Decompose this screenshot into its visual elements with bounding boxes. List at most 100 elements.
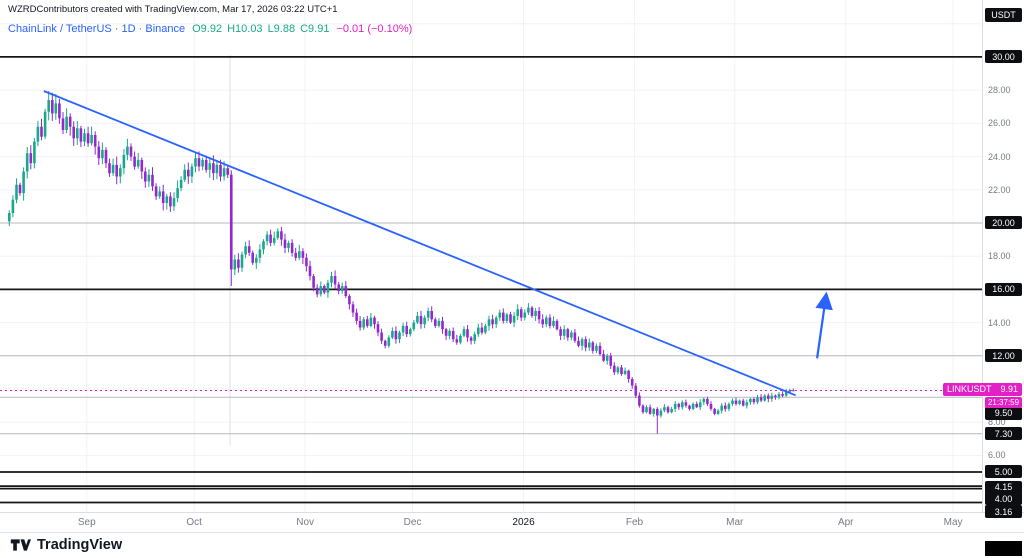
candle bbox=[469, 336, 473, 345]
price-level-badge-30.00: 30.00 bbox=[985, 50, 1022, 64]
candle bbox=[566, 327, 570, 341]
candle bbox=[673, 401, 677, 412]
candle bbox=[759, 394, 763, 403]
candle bbox=[387, 335, 391, 348]
candle bbox=[8, 210, 11, 227]
candle bbox=[656, 407, 659, 434]
candle bbox=[262, 239, 265, 255]
price-axis[interactable]: USDT 28.00 26.00 24.00 22.00 18.00 14.00 8.00 6… bbox=[982, 0, 1024, 519]
candle bbox=[688, 404, 691, 411]
candle bbox=[767, 393, 770, 403]
candle bbox=[552, 316, 555, 328]
candle bbox=[337, 282, 340, 295]
candle bbox=[530, 305, 534, 318]
candle bbox=[47, 91, 50, 121]
chart-plot-area[interactable] bbox=[0, 0, 982, 512]
candle bbox=[333, 270, 337, 289]
candle bbox=[119, 164, 122, 184]
candle bbox=[752, 397, 756, 405]
candle bbox=[126, 138, 129, 161]
candle bbox=[781, 391, 784, 398]
candle bbox=[208, 157, 212, 178]
candle bbox=[555, 319, 559, 331]
candle bbox=[663, 404, 666, 413]
candle bbox=[734, 397, 738, 406]
candle bbox=[441, 316, 444, 334]
candle bbox=[237, 253, 240, 273]
candle bbox=[602, 349, 605, 362]
candle bbox=[136, 153, 140, 169]
candle bbox=[698, 399, 702, 411]
price-level-badge-4.15: 4.15 bbox=[985, 480, 1022, 494]
candle bbox=[115, 156, 118, 185]
candle bbox=[376, 321, 380, 337]
candle bbox=[391, 327, 394, 340]
candle bbox=[315, 284, 319, 298]
candle bbox=[187, 162, 190, 184]
candle bbox=[258, 244, 262, 264]
price-tick-label: 22.00 bbox=[988, 184, 1011, 195]
tradingview-logo[interactable]: TradingView bbox=[10, 537, 122, 553]
candle bbox=[65, 108, 68, 134]
candle bbox=[276, 228, 280, 240]
candle bbox=[97, 141, 101, 165]
trendline[interactable] bbox=[43, 90, 796, 397]
candle bbox=[512, 312, 516, 328]
candle bbox=[498, 309, 502, 321]
quote-currency-badge: USDT bbox=[985, 8, 1022, 22]
time-axis-label-Oct: Oct bbox=[186, 517, 202, 528]
candle bbox=[383, 339, 387, 349]
candle bbox=[741, 398, 745, 407]
time-axis[interactable]: Sep Oct Nov Dec 2026 Feb Mar Apr May bbox=[0, 512, 1024, 533]
candle bbox=[226, 165, 229, 178]
candle bbox=[247, 240, 251, 256]
price-tick-label: 14.00 bbox=[988, 317, 1011, 328]
candle bbox=[122, 149, 126, 175]
candle bbox=[158, 186, 161, 199]
candle bbox=[709, 401, 713, 411]
candle bbox=[255, 254, 258, 269]
price-tick-label: 24.00 bbox=[988, 151, 1011, 162]
arrow-annotation[interactable] bbox=[815, 291, 833, 359]
candle bbox=[369, 313, 373, 328]
candle bbox=[301, 248, 305, 264]
candle bbox=[444, 327, 448, 340]
candle bbox=[401, 322, 405, 337]
candle bbox=[283, 233, 287, 254]
candle bbox=[265, 231, 269, 246]
candle bbox=[40, 118, 43, 141]
candle bbox=[90, 126, 93, 146]
candle bbox=[534, 308, 537, 321]
candle bbox=[580, 337, 584, 351]
ohlc-h: H10.03 bbox=[227, 23, 263, 35]
candle bbox=[54, 93, 58, 120]
candle bbox=[434, 317, 437, 329]
ohlc-c: C9.91 bbox=[300, 23, 330, 35]
price-tick-label: 28.00 bbox=[988, 85, 1011, 96]
candle bbox=[111, 158, 115, 176]
candle bbox=[598, 342, 602, 356]
candle bbox=[451, 327, 455, 343]
candle bbox=[630, 377, 634, 389]
candle bbox=[724, 402, 727, 412]
candle bbox=[777, 392, 781, 400]
candlestick-chart[interactable] bbox=[0, 0, 982, 512]
candle bbox=[104, 147, 108, 168]
candle bbox=[129, 143, 133, 161]
candle bbox=[609, 352, 612, 369]
candle bbox=[494, 315, 498, 328]
symbol-title[interactable]: ChainLink / TetherUS · 1D · Binance bbox=[8, 23, 186, 35]
candle bbox=[577, 336, 580, 348]
candle bbox=[351, 301, 355, 317]
candle bbox=[509, 311, 512, 324]
candle bbox=[448, 328, 451, 340]
candle bbox=[419, 310, 423, 329]
candle bbox=[76, 121, 79, 145]
footer-bar: TradingView bbox=[0, 532, 1024, 558]
candle bbox=[204, 155, 208, 173]
price-level-badge-4.00: 4.00 bbox=[985, 492, 1022, 506]
candle bbox=[412, 319, 416, 332]
candle bbox=[36, 120, 40, 147]
candle bbox=[502, 308, 505, 324]
